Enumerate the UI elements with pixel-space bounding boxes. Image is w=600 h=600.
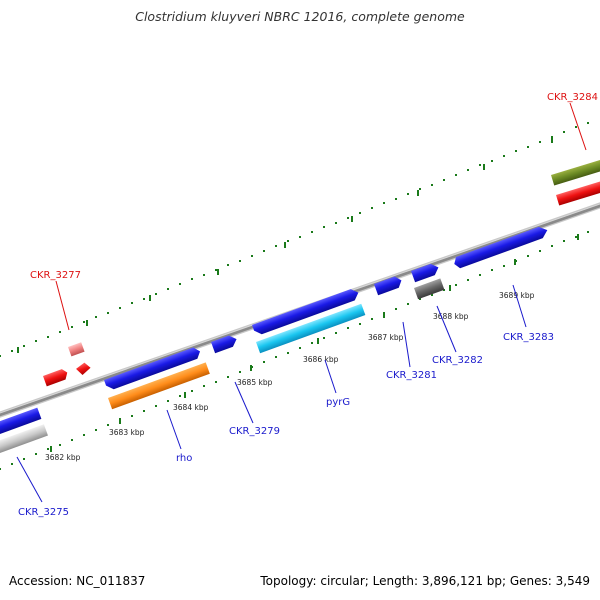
inner-ticks-minor <box>0 231 589 470</box>
gene-pyrg[interactable] <box>256 303 366 354</box>
gene-ckr-3282[interactable] <box>414 278 445 300</box>
kbp-label-3683: 3683 kbp <box>109 428 145 437</box>
gene-red-3285[interactable] <box>556 174 600 206</box>
gene-pyrg-upper[interactable] <box>252 287 360 336</box>
gene-red-3276[interactable] <box>43 368 69 387</box>
gene-features <box>0 154 600 454</box>
gene-label-ckr-3279: CKR_3279 <box>229 426 280 437</box>
inner-ticks-major <box>50 234 579 452</box>
kbp-label-3682: 3682 kbp <box>45 453 81 462</box>
gene-label-ckr-3277: CKR_3277 <box>30 270 81 281</box>
gene-ckr-3282-blue[interactable] <box>411 262 440 283</box>
gene-ckr-3279[interactable] <box>211 333 239 354</box>
gene-blue-3274[interactable] <box>0 407 42 435</box>
gene-label-ckr-3282: CKR_3282 <box>432 355 483 366</box>
outer-ticks-major <box>17 137 553 353</box>
gene-rho-upper[interactable] <box>104 346 202 391</box>
kbp-label-3689: 3689 kbp <box>499 291 535 300</box>
gene-label-ckr-3284: CKR_3284 <box>547 92 598 103</box>
gene-red-3277b[interactable] <box>75 361 92 376</box>
kbp-label-3685: 3685 kbp <box>237 378 273 387</box>
outer-ticks-minor <box>0 122 589 357</box>
gene-label-pyrg: pyrG <box>326 397 350 408</box>
gene-ckr-3284[interactable] <box>551 154 600 186</box>
accession-text: Accession: NC_011837 <box>9 574 146 588</box>
inner-tick-track <box>0 231 589 470</box>
gene-labels: CKR_3284 CKR_3277 CKR_3275 rho CKR_3279 … <box>18 92 598 518</box>
kbp-label-3688: 3688 kbp <box>433 312 469 321</box>
genome-summary-text: Topology: circular; Length: 3,896,121 bp… <box>260 574 590 588</box>
map-title: Clostridium kluyveri NBRC 12016, complet… <box>135 9 465 24</box>
gene-rho[interactable] <box>108 362 210 410</box>
kbp-label-3687: 3687 kbp <box>368 333 404 342</box>
kbp-label-3684: 3684 kbp <box>173 403 209 412</box>
outer-tick-track <box>0 122 589 357</box>
kbp-label-3686: 3686 kbp <box>303 355 339 364</box>
gene-label-rho: rho <box>176 453 192 464</box>
kbp-labels: 3682 kbp 3683 kbp 3684 kbp 3685 kbp 3686… <box>45 291 535 462</box>
gene-label-ckr-3283: CKR_3283 <box>503 332 554 343</box>
gene-label-leaders <box>16 102 587 503</box>
gene-ckr-3283[interactable] <box>452 225 549 270</box>
gene-ckr-3275[interactable] <box>0 424 48 454</box>
gene-label-ckr-3281: CKR_3281 <box>386 370 437 381</box>
gene-ckr-3277[interactable] <box>68 342 85 357</box>
gene-label-ckr-3275: CKR_3275 <box>18 507 69 518</box>
gene-ckr-3281[interactable] <box>374 275 403 296</box>
